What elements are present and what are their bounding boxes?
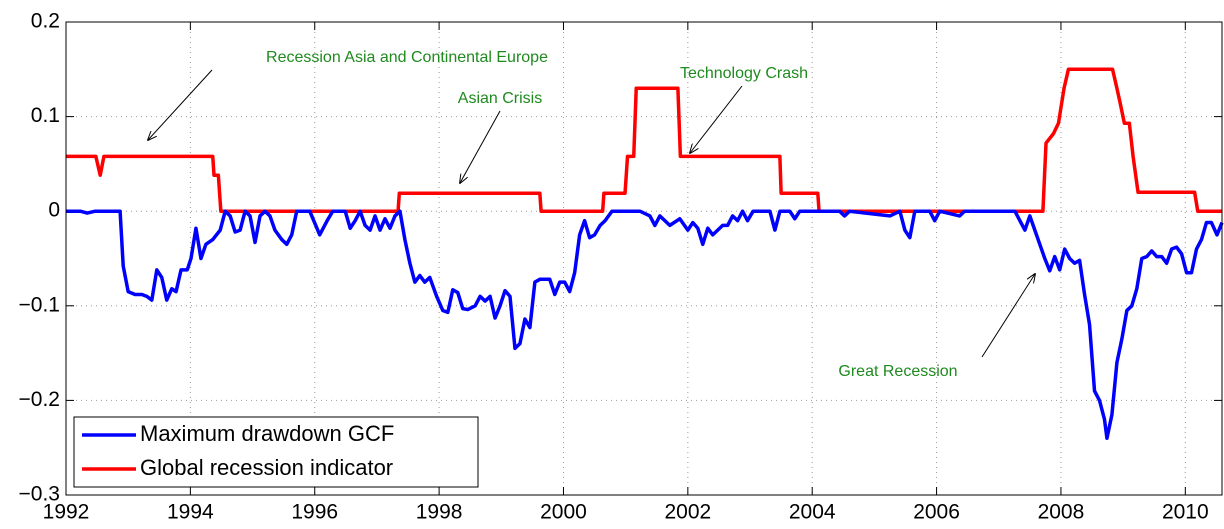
x-tick-label: 1996 [291, 501, 338, 524]
data-line [66, 209, 1224, 440]
x-tick-label: 2002 [664, 501, 711, 524]
annotation-arrow [690, 85, 743, 153]
y-tick-label: −0.3 [19, 483, 60, 506]
plot-area [66, 22, 1222, 495]
x-tick-label: 2000 [540, 501, 587, 524]
y-tick-label: 0.2 [31, 10, 60, 33]
y-tick-label: 0.1 [31, 104, 60, 127]
y-tick-label: −0.2 [19, 388, 60, 411]
x-tick-label: 1992 [43, 501, 90, 524]
legend-label: Global recession indicator [140, 455, 393, 480]
x-tick-label: 2006 [913, 501, 960, 524]
annotation-arrow [148, 69, 213, 140]
y-tick-label: −0.1 [19, 293, 60, 316]
annotation: Recession Asia and Continental Europe [266, 49, 548, 66]
x-tick-label: 2010 [1162, 501, 1209, 524]
annotation: Great Recession [838, 363, 957, 380]
annotation: Asian Crisis [458, 90, 542, 107]
data-line [66, 67, 1222, 213]
y-tick-label: 0 [48, 199, 60, 222]
axes-frame [65, 21, 1223, 496]
x-tick-label: 2008 [1038, 501, 1085, 524]
annotation-arrow [460, 110, 501, 183]
legend-label: Maximum drawdown GCF [140, 421, 394, 446]
legend-box [73, 416, 479, 488]
annotation: Technology Crash [680, 65, 808, 82]
x-tick-label: 2004 [789, 501, 836, 524]
x-tick-label: 1998 [416, 501, 463, 524]
annotation-arrow [981, 274, 1035, 358]
x-tick-label: 1994 [167, 501, 214, 524]
